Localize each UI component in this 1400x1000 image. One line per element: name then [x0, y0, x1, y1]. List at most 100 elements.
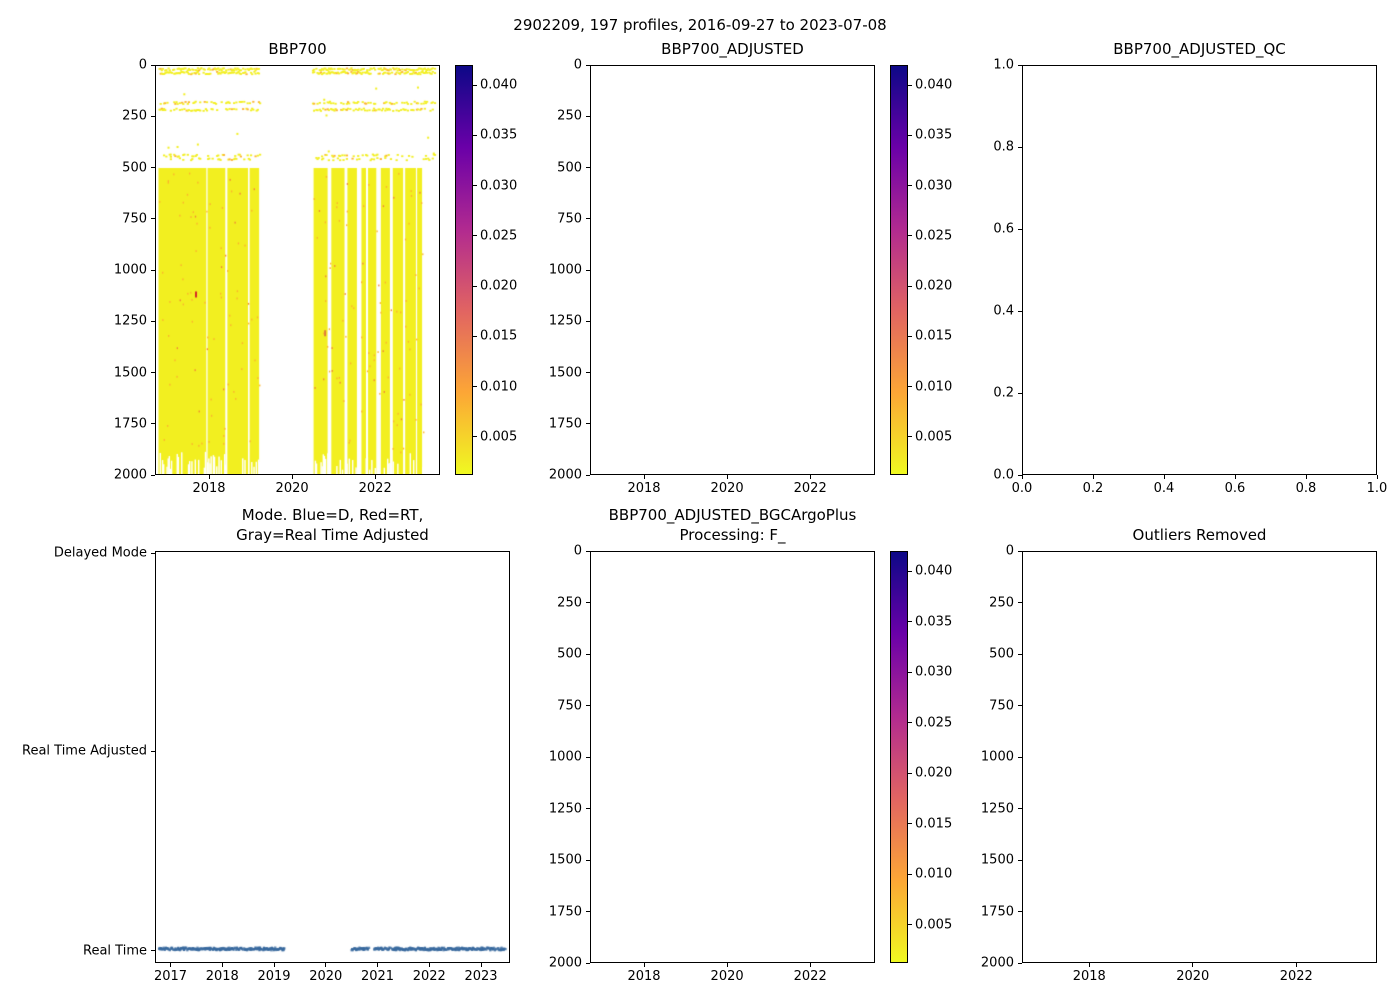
y-tick-label: 1750 — [113, 416, 147, 432]
x-tick-label: 2020 — [1176, 969, 1210, 984]
y-tick-mark — [586, 218, 590, 220]
colorbar-tick-mark — [473, 134, 477, 136]
category-label: Real Time Adjusted — [22, 743, 147, 759]
colorbar-tick-mark — [908, 621, 912, 623]
y-tick-mark — [586, 115, 590, 117]
y-tick-label: 250 — [989, 595, 1014, 610]
colorbar-tick-mark — [908, 772, 912, 774]
y-tick-label: 750 — [122, 211, 147, 227]
x-tick-label: 0.6 — [1224, 481, 1246, 496]
x-tick-label: 2017 — [153, 969, 188, 984]
y-tick-label: 1250 — [548, 801, 582, 816]
colorbar-tick-label: 0.030 — [480, 178, 518, 194]
y-tick-mark — [586, 859, 590, 861]
y-tick-mark — [151, 218, 155, 220]
y-tick-mark — [151, 64, 155, 66]
y-tick-mark — [586, 653, 590, 655]
x-tick-mark — [480, 963, 482, 967]
subplot-bgcargoplus-title: BBP700_ADJUSTED_BGCArgoPlus Processing: … — [608, 506, 857, 544]
y-tick-mark — [1018, 146, 1022, 148]
colorbar-tick-mark — [908, 235, 912, 237]
y-tick-mark — [1018, 310, 1022, 312]
colorbar-tick-mark — [473, 335, 477, 337]
y-tick-label: 0 — [138, 57, 147, 73]
x-tick-label: 2022 — [412, 969, 446, 984]
subplot-mode-title: Mode. Blue=D, Red=RT, Gray=Real Time Adj… — [236, 506, 429, 544]
colorbar-tick-mark — [908, 386, 912, 388]
y-tick-mark — [1018, 808, 1022, 809]
x-tick-mark — [1376, 475, 1378, 479]
x-tick-mark — [1234, 475, 1236, 479]
x-tick-mark — [1092, 475, 1094, 479]
colorbar-tick-label: 0.030 — [915, 178, 953, 194]
y-tick-label: 0.8 — [993, 139, 1014, 155]
colorbar-bbp700 — [455, 65, 473, 475]
x-tick-label: 2018 — [1072, 969, 1106, 984]
y-tick-mark — [586, 474, 590, 476]
y-tick-label: 0 — [1005, 543, 1014, 559]
colorbar-tick-label: 0.025 — [480, 228, 518, 244]
subplot-bbp700-adjusted: BBP700_ADJUSTED — [590, 40, 875, 475]
x-tick-mark — [273, 963, 275, 967]
colorbar-tick-mark — [908, 84, 912, 86]
y-tick-label: 0.2 — [993, 385, 1014, 401]
colorbar-tick-label: 0.010 — [480, 379, 518, 395]
y-tick-mark — [586, 550, 590, 552]
y-tick-label: 1000 — [113, 262, 147, 278]
colorbar-tick-mark — [908, 671, 912, 673]
colorbar-tick-mark — [908, 335, 912, 337]
x-tick-mark — [726, 475, 728, 479]
y-tick-label: 250 — [557, 108, 582, 124]
subplot-bbp700-adjusted-qc: BBP700_ADJUSTED_QC — [1022, 40, 1377, 475]
colorbar-tick-label: 0.025 — [915, 228, 953, 244]
y-tick-mark — [151, 474, 155, 476]
y-tick-mark — [1018, 859, 1022, 861]
y-tick-label: 0 — [573, 543, 582, 559]
y-tick-label: 1.0 — [993, 57, 1014, 73]
y-tick-label: 750 — [557, 698, 582, 713]
y-tick-label: 1750 — [980, 904, 1014, 919]
colorbar-tick-label: 0.040 — [915, 77, 953, 93]
x-tick-label: 2020 — [710, 969, 744, 984]
mode-data-canvas — [156, 552, 509, 962]
y-tick-mark — [151, 423, 155, 425]
x-tick-label: 0.4 — [1153, 481, 1175, 496]
x-tick-mark — [291, 475, 293, 479]
subplot-bgcargoplus: BBP700_ADJUSTED_BGCArgoPlus Processing: … — [590, 506, 875, 963]
x-tick-label: 2022 — [358, 481, 392, 496]
y-tick-label: 1500 — [548, 852, 582, 868]
colorbar-tick-mark — [908, 185, 912, 187]
x-tick-label: 2018 — [205, 969, 239, 984]
y-tick-mark — [586, 269, 590, 271]
y-tick-label: 2000 — [548, 955, 582, 971]
x-tick-mark — [1295, 963, 1297, 967]
y-tick-mark — [151, 269, 155, 271]
y-tick-label: 750 — [989, 698, 1014, 713]
y-tick-mark — [1018, 64, 1022, 66]
colorbar-tick-mark — [908, 285, 912, 287]
x-tick-mark — [325, 963, 327, 967]
colorbar-tick-label: 0.035 — [915, 614, 953, 630]
x-tick-label: 2018 — [627, 481, 661, 496]
y-tick-mark — [151, 167, 155, 168]
bbp700-data-canvas — [156, 66, 439, 474]
colorbar-tick-label: 0.015 — [915, 328, 953, 344]
x-tick-mark — [428, 963, 430, 967]
x-tick-mark — [809, 475, 811, 479]
y-tick-mark — [1018, 392, 1022, 394]
y-tick-label: 500 — [989, 646, 1014, 662]
colorbar-tick-mark — [908, 722, 912, 724]
subplot-bbp700-adjusted-title: BBP700_ADJUSTED — [661, 39, 804, 58]
x-tick-label: 2018 — [627, 969, 661, 984]
y-tick-label: 1000 — [548, 262, 582, 278]
x-tick-mark — [377, 963, 379, 967]
y-tick-label: 0.0 — [993, 467, 1014, 483]
colorbar-tick-label: 0.005 — [915, 917, 953, 933]
y-tick-mark — [586, 962, 590, 964]
y-tick-mark — [586, 167, 590, 168]
x-tick-mark — [1021, 475, 1023, 479]
x-tick-mark — [170, 963, 172, 967]
x-tick-mark — [1192, 963, 1194, 967]
y-tick-mark — [151, 115, 155, 117]
